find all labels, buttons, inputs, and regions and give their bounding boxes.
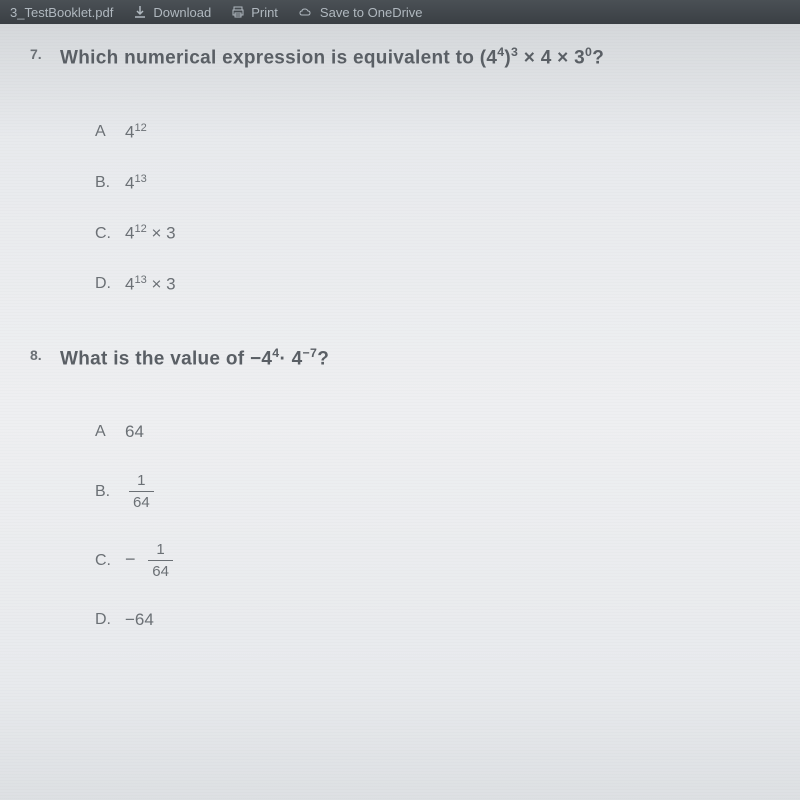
q7-choice-a: A 412 [95,122,770,143]
q8-expr-end: ? [317,348,329,369]
q7-number: 7. [30,46,42,62]
download-button[interactable]: Download [133,5,211,20]
choice-letter: B. [95,483,125,501]
q8-choice-a: A 64 [95,422,770,442]
choice-value: − 1 64 [125,541,177,580]
cloud-icon [298,6,314,18]
choice-letter: A [95,423,125,441]
print-label: Print [251,5,278,20]
choice-letter: D. [95,611,125,629]
q8-choices: A 64 B. 1 64 C. − 1 64 [60,422,770,630]
q8-prompt: What is the value of −44· 4−7? [60,345,770,373]
q7-expr-end: ? [592,47,604,68]
q7-expr-mid: × 4 × 3 [518,47,585,68]
choice-value: 413 × 3 [125,274,176,295]
q8-expr-neg: −4 [250,348,272,369]
choice-letter: B. [95,174,125,192]
q7-choices: A 412 B. 413 C. 412 × 3 D. 413 [60,122,770,295]
download-icon [133,5,147,19]
choice-value: 64 [125,422,144,442]
save-button[interactable]: Save to OneDrive [298,5,423,20]
q8-prefix: What is the value of [60,348,250,369]
q8-choice-b: B. 1 64 [95,472,770,511]
fraction: 1 64 [144,541,177,580]
filename-text: 3_TestBooklet.pdf [10,5,113,20]
frac-numerator: 1 [129,472,153,492]
neg-sign: − [125,549,136,569]
question-7: 7. Which numerical expression is equival… [30,44,770,295]
frac-numerator: 1 [148,541,172,561]
fraction: 1 64 [125,472,158,511]
document-page: 7. Which numerical expression is equival… [0,24,800,800]
question-8: 8. What is the value of −44· 4−7? A 64 B… [30,345,770,631]
q7a-sup: 12 [134,122,146,134]
q7-expr-base1: (4 [480,47,498,68]
choice-value: 412 × 3 [125,223,176,244]
choice-letter: C. [95,225,125,243]
q7-prefix: Which numerical expression is equivalent… [60,47,480,68]
pdf-toolbar: 3_TestBooklet.pdf Download Print Save to… [0,0,800,24]
choice-value: −64 [125,610,154,630]
q7d-sup: 13 [134,274,146,286]
choice-letter: C. [95,552,125,570]
choice-value: 413 [125,173,147,194]
q8-expr-dot: · 4 [279,348,302,369]
filename-label: 3_TestBooklet.pdf [10,5,113,20]
q7d-rest: × 3 [147,275,176,294]
q7b-sup: 13 [134,173,146,185]
q8-number: 8. [30,347,42,363]
q7-prompt: Which numerical expression is equivalent… [60,44,770,72]
frac-denominator: 64 [144,561,177,580]
print-icon [231,5,245,19]
choice-letter: D. [95,275,125,293]
choice-value: 1 64 [125,472,158,511]
download-label: Download [153,5,211,20]
q8-expr-sup2: −7 [303,346,318,360]
choice-letter: A [95,123,125,141]
q7c-sup: 12 [134,223,146,235]
q7c-rest: × 3 [147,224,176,243]
save-label: Save to OneDrive [320,5,423,20]
frac-denominator: 64 [125,492,158,511]
q7-choice-c: C. 412 × 3 [95,223,770,244]
q8-choice-c: C. − 1 64 [95,541,770,580]
q7-choice-d: D. 413 × 3 [95,274,770,295]
q7-choice-b: B. 413 [95,173,770,194]
choice-value: 412 [125,122,147,143]
print-button[interactable]: Print [231,5,278,20]
q8-choice-d: D. −64 [95,610,770,630]
